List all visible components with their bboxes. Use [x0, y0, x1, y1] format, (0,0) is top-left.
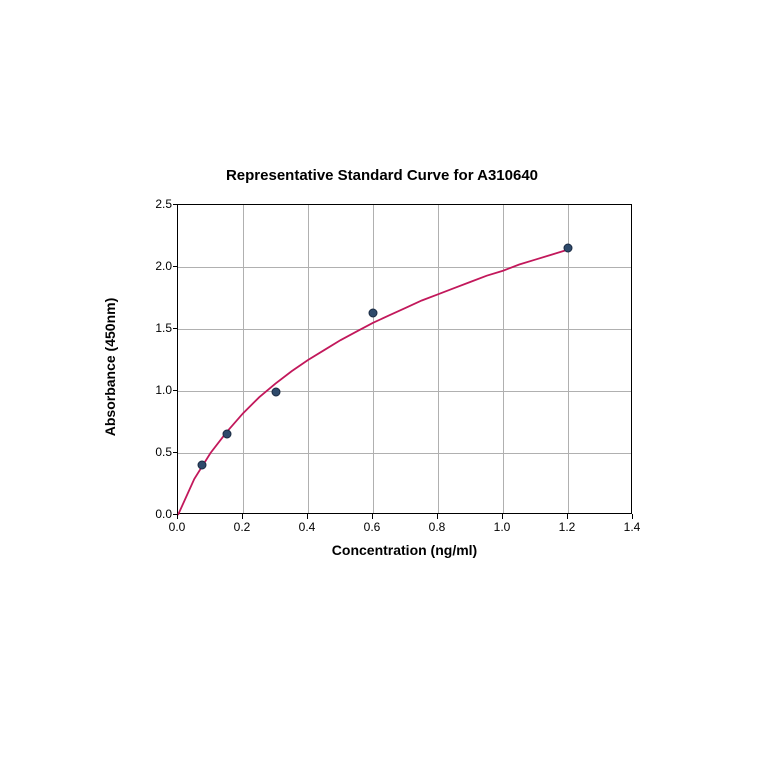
- x-tick-label: 0.2: [234, 520, 251, 534]
- standard-curve-chart: Representative Standard Curve for A31064…: [102, 167, 662, 597]
- y-tick-mark: [173, 514, 178, 515]
- data-point: [564, 244, 573, 253]
- x-tick-mark: [632, 514, 633, 519]
- x-tick-label: 0.6: [364, 520, 381, 534]
- x-tick-mark: [242, 514, 243, 519]
- plot-area: [177, 204, 632, 514]
- y-tick-mark: [173, 266, 178, 267]
- y-tick-label: 2.0: [132, 259, 172, 273]
- x-tick-mark: [307, 514, 308, 519]
- x-tick-mark: [567, 514, 568, 519]
- y-tick-label: 0.0: [132, 507, 172, 521]
- x-tick-label: 1.0: [494, 520, 511, 534]
- y-tick-label: 2.5: [132, 197, 172, 211]
- y-tick-mark: [173, 452, 178, 453]
- x-tick-label: 0.8: [429, 520, 446, 534]
- y-axis-label: Absorbance (450nm): [102, 298, 118, 436]
- y-tick-mark: [173, 204, 178, 205]
- x-tick-label: 0.4: [299, 520, 316, 534]
- x-axis-label: Concentration (ng/ml): [177, 542, 632, 558]
- y-tick-label: 1.0: [132, 383, 172, 397]
- x-tick-mark: [502, 514, 503, 519]
- x-tick-label: 0.0: [169, 520, 186, 534]
- y-tick-mark: [173, 390, 178, 391]
- curve-path: [178, 250, 568, 515]
- y-tick-label: 0.5: [132, 445, 172, 459]
- data-point: [198, 461, 207, 470]
- x-tick-label: 1.4: [624, 520, 641, 534]
- y-tick-label: 1.5: [132, 321, 172, 335]
- plot-region: 0.0 0.2 0.4 0.6 0.8 1.0 1.2 1.4 0.0 0.5 1.0 1.5 2.0…: [102, 194, 662, 574]
- x-tick-mark: [437, 514, 438, 519]
- data-point: [222, 430, 231, 439]
- x-tick-label: 1.2: [559, 520, 576, 534]
- y-tick-mark: [173, 328, 178, 329]
- x-tick-mark: [372, 514, 373, 519]
- chart-title: Representative Standard Curve for A31064…: [102, 167, 662, 184]
- data-point: [271, 388, 280, 397]
- data-point: [369, 308, 378, 317]
